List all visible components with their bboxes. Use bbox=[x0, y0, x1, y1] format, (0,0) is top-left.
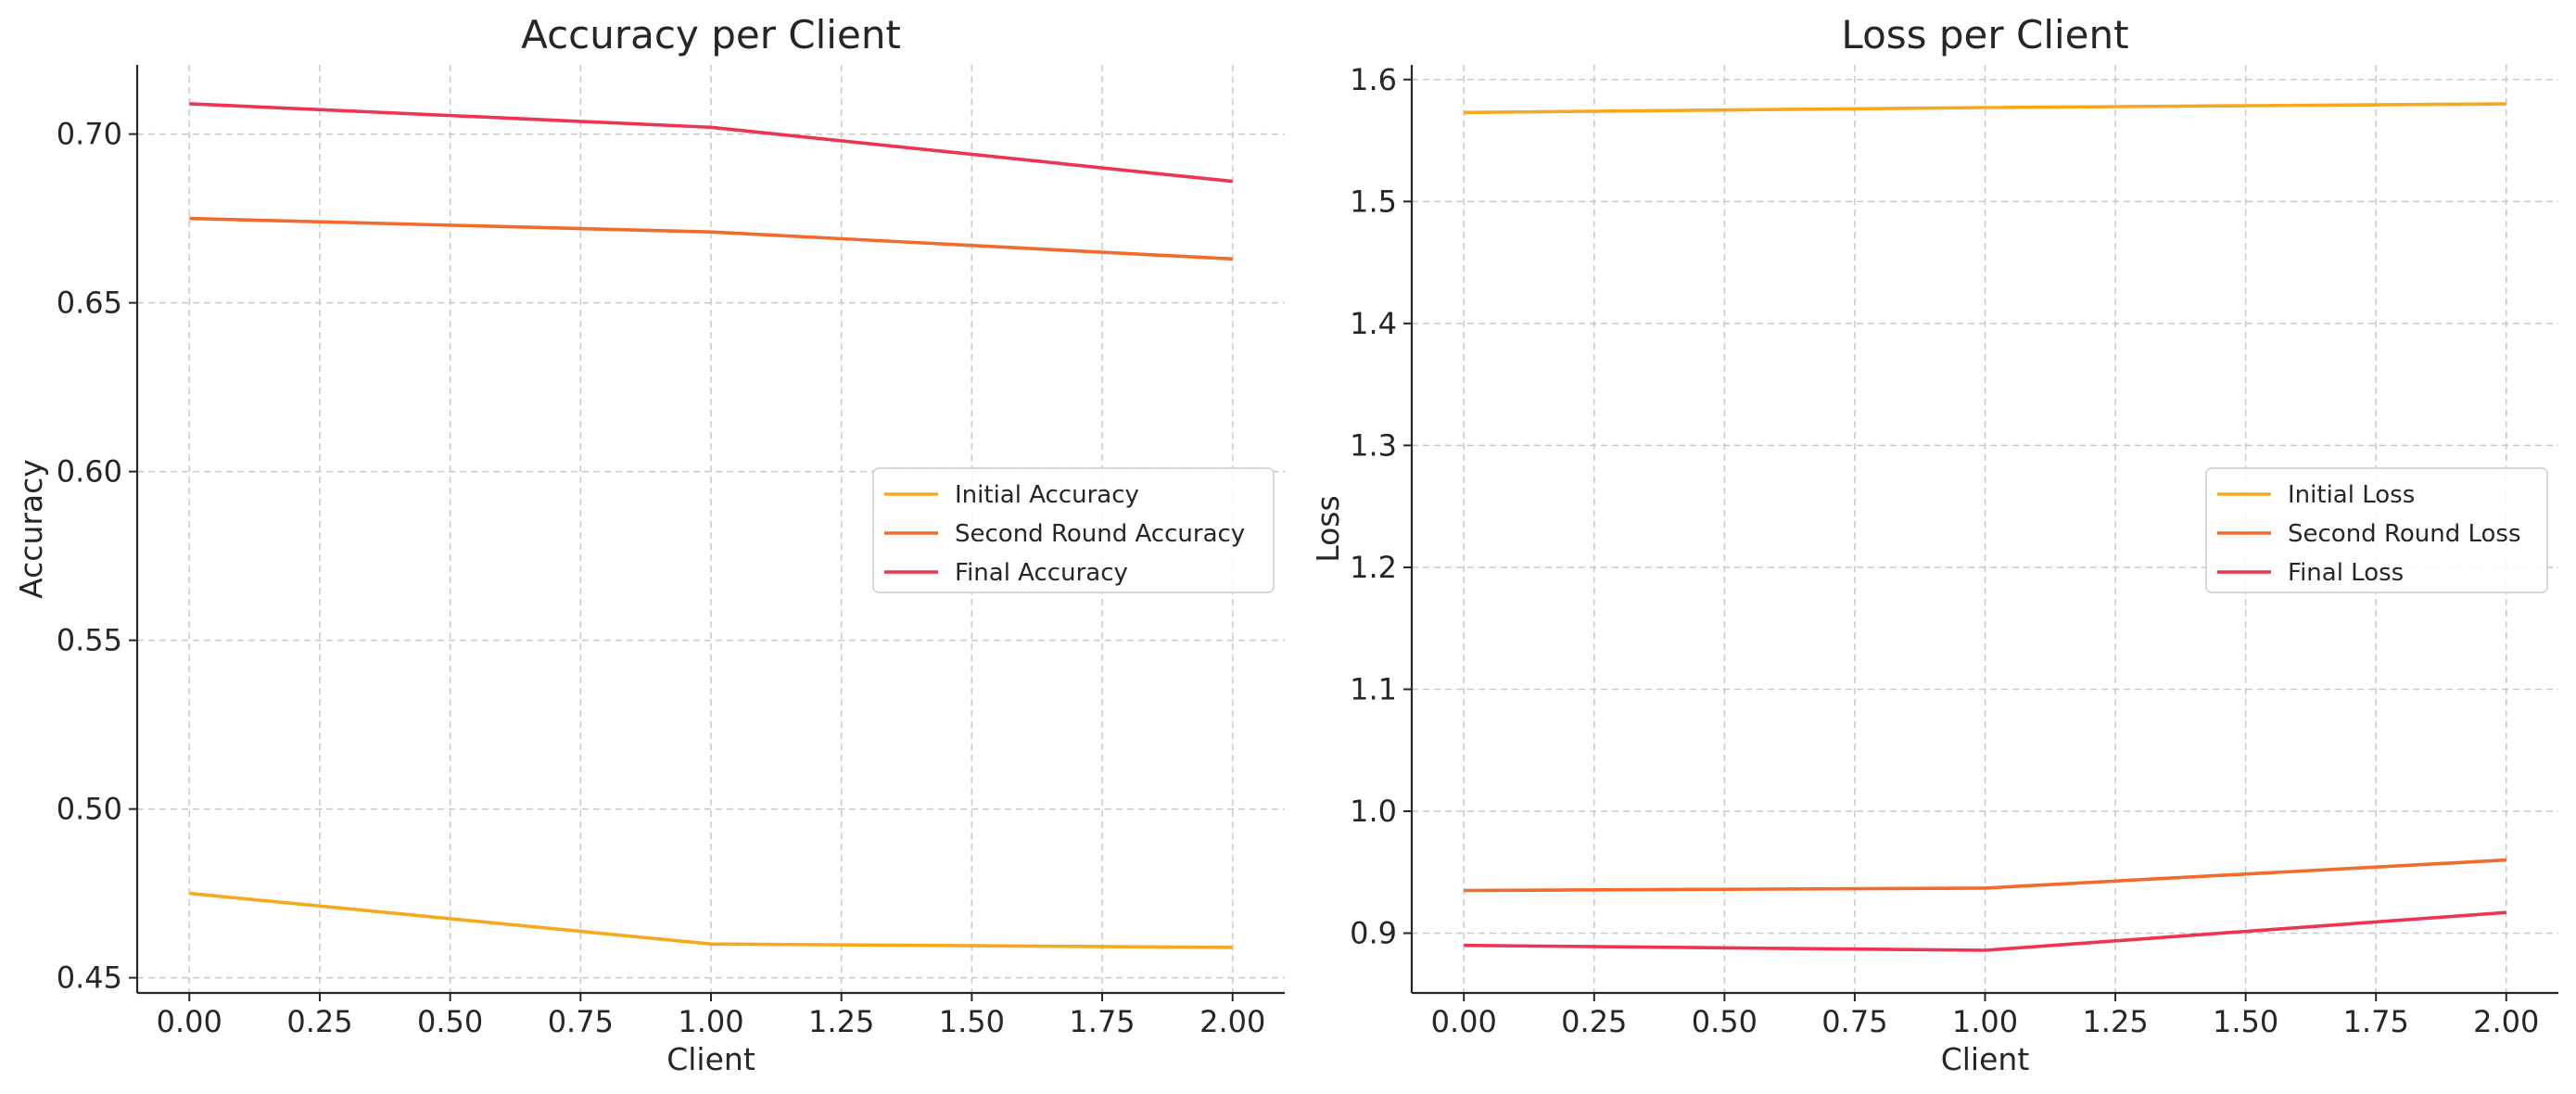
x-tick-label: 1.25 bbox=[2082, 1004, 2148, 1039]
x-axis-label: Client bbox=[666, 1041, 755, 1077]
y-tick-label: 0.9 bbox=[1350, 916, 1397, 951]
x-tick-label: 0.50 bbox=[1692, 1004, 1758, 1039]
x-tick-label: 0.25 bbox=[1561, 1004, 1627, 1039]
x-tick-label: 0.00 bbox=[157, 1004, 222, 1039]
x-tick-label: 1.00 bbox=[1952, 1004, 2018, 1039]
legend: Initial Loss Second Round Loss Final Loss bbox=[2205, 467, 2548, 593]
x-tick-label: 1.50 bbox=[939, 1004, 1005, 1039]
x-tick-label: 2.00 bbox=[2473, 1004, 2539, 1039]
y-tick-label: 1.2 bbox=[1350, 550, 1397, 585]
x-axis-label: Client bbox=[1941, 1041, 2030, 1077]
y-tick-label: 1.6 bbox=[1350, 62, 1397, 97]
series-line-second-round-accuracy bbox=[189, 216, 1233, 261]
legend-entry-label: Second Round Loss bbox=[2288, 520, 2521, 548]
y-tick-label: 1.4 bbox=[1350, 306, 1397, 341]
y-axis-label: Accuracy bbox=[13, 459, 49, 599]
chart-title: Loss per Client bbox=[1841, 12, 2128, 57]
y-tick-label: 0.45 bbox=[57, 960, 122, 996]
x-tick-label: 1.75 bbox=[1069, 1004, 1135, 1039]
y-tick-label: 0.55 bbox=[57, 623, 122, 658]
y-tick-label: 0.70 bbox=[57, 117, 122, 152]
x-tick-label: 0.75 bbox=[1821, 1004, 1887, 1039]
x-tick-label: 1.75 bbox=[2343, 1004, 2409, 1039]
x-tick-label: 0.25 bbox=[286, 1004, 352, 1039]
loss-chart-panel: 0.00 0.25 0.50 0.75 1.00 1.25 1.50 1.75 2.00 0.9 1… bbox=[1310, 12, 2558, 1077]
chart-title: Accuracy per Client bbox=[521, 12, 901, 57]
y-tick-label: 1.0 bbox=[1350, 794, 1397, 829]
legend-box bbox=[872, 467, 1275, 593]
x-tick-label: 0.50 bbox=[417, 1004, 483, 1039]
legend-entry-label: Second Round Accuracy bbox=[955, 520, 1245, 548]
series-line-second-round-loss bbox=[1464, 858, 2506, 893]
legend-box bbox=[2205, 467, 2548, 593]
legend-entry-label: Initial Accuracy bbox=[955, 481, 1139, 509]
x-tick-label: 2.00 bbox=[1199, 1004, 1265, 1039]
series-line-final-loss bbox=[1464, 910, 2506, 952]
y-tick-label: 0.50 bbox=[57, 792, 122, 827]
x-tick-label: 1.25 bbox=[808, 1004, 874, 1039]
series-line-initial-accuracy bbox=[189, 891, 1233, 949]
y-tick-label: 0.60 bbox=[57, 454, 122, 490]
x-tick-label: 0.75 bbox=[548, 1004, 614, 1039]
series-line-initial-loss bbox=[1464, 102, 2506, 115]
y-axis-label: Loss bbox=[1310, 495, 1346, 562]
x-tick-label: 1.00 bbox=[678, 1004, 743, 1039]
y-tick-label: 1.1 bbox=[1350, 671, 1397, 706]
y-tick-label: 0.65 bbox=[57, 286, 122, 321]
y-tick-label: 1.3 bbox=[1350, 427, 1397, 463]
x-tick-label: 1.50 bbox=[2213, 1004, 2278, 1039]
legend-entry-label: Initial Loss bbox=[2288, 481, 2415, 509]
x-tick-label: 0.00 bbox=[1431, 1004, 1497, 1039]
legend: Initial Accuracy Second Round Accuracy Fin… bbox=[872, 467, 1275, 593]
accuracy-chart-panel: 0.00 0.25 0.50 0.75 1.00 1.25 1.50 1.75 2.00 0.45… bbox=[13, 12, 1285, 1077]
y-tick-label: 1.5 bbox=[1350, 184, 1397, 219]
legend-entry-label: Final Loss bbox=[2288, 559, 2404, 587]
legend-entry-label: Final Accuracy bbox=[955, 559, 1128, 587]
series-line-final-accuracy bbox=[189, 102, 1233, 184]
